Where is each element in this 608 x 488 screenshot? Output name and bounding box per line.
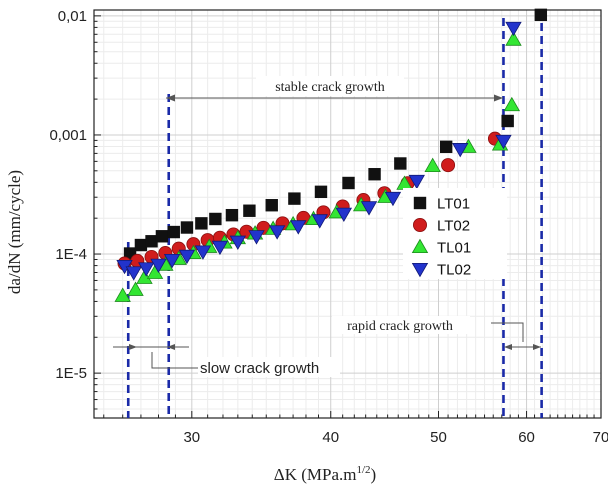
- data-point-tl02: [125, 266, 142, 281]
- slow-growth-label-bg: [198, 357, 340, 377]
- data-point-tl02: [163, 253, 181, 269]
- rapid-growth-leader-line: [491, 322, 524, 342]
- y-tick-label: 1E-4: [55, 246, 87, 263]
- data-point-lt01: [243, 204, 256, 217]
- x-tick-label: 30: [183, 429, 200, 446]
- data-point-tl02: [408, 174, 425, 190]
- tick-labels: 30 40 50 60 70 1E-5 1E-4 0,001 0,01: [49, 8, 608, 446]
- x-axis-label-superscript: 1/2: [356, 464, 370, 476]
- y-tick-label: 0,01: [58, 8, 87, 25]
- data-point-lt01: [368, 168, 381, 181]
- data-point-tl01: [424, 157, 441, 172]
- data-point-lt01: [439, 140, 453, 154]
- x-tick-label: 60: [518, 429, 535, 446]
- x-axis-label-main: ΔK (MPa.m: [274, 465, 357, 484]
- data-point-lt01: [265, 199, 278, 212]
- data-point-tl02: [211, 240, 229, 256]
- data-point-lt01: [288, 192, 301, 205]
- data-point-lt01: [155, 230, 169, 243]
- y-tick-label: 1E-5: [55, 365, 87, 382]
- stable-growth-arrowhead-right: [494, 94, 503, 102]
- slow-growth-label: slow crack growth: [200, 360, 319, 377]
- data-point-tl02: [268, 225, 286, 240]
- data-point-tl01: [505, 31, 522, 46]
- legend-label-lt01: LT01: [437, 196, 470, 213]
- data-point-tl02: [194, 245, 212, 260]
- data-point-lt01: [145, 235, 158, 248]
- data-point-lt01: [195, 217, 208, 230]
- rapid-growth-label-bg: [332, 316, 470, 334]
- stable-growth-label-bg: [256, 76, 404, 96]
- legend-marker-lt02: [412, 217, 427, 232]
- rapid-growth-arrowhead-right: [533, 344, 541, 350]
- region-annotations: stable crack growth rapid crack growth s…: [113, 76, 541, 377]
- data-point-lt01: [167, 225, 180, 239]
- legend: LT01 LT02 TL01 TL02: [403, 188, 507, 279]
- data-point-lt01: [134, 238, 148, 252]
- x-tick-label: 70: [593, 429, 608, 446]
- data-point-tl02: [495, 134, 512, 150]
- data-point-tl02: [178, 249, 196, 265]
- data-point-lt01: [534, 8, 548, 22]
- data-point-tl02: [384, 191, 402, 207]
- slow-growth-leader-line: [151, 352, 199, 369]
- data-point-lt01: [225, 208, 239, 222]
- data-point-tl02: [505, 21, 522, 37]
- legend-marker-lt01: [413, 196, 427, 210]
- legend-marker-tl02: [411, 262, 429, 278]
- plot-frame: [93, 9, 602, 419]
- x-axis-label: ΔK (MPa.m1/2): [274, 464, 376, 484]
- data-point-lt02: [441, 158, 456, 173]
- stable-growth-arrowhead-left: [166, 94, 175, 102]
- legend-label-tl02: TL02: [437, 262, 471, 279]
- legend-label-lt02: LT02: [437, 218, 470, 235]
- data-point-tl02: [229, 235, 247, 250]
- data-point-tl02: [248, 230, 265, 245]
- data-point-tl02: [150, 258, 167, 274]
- data-point-lt01: [394, 157, 407, 170]
- data-points: [114, 8, 548, 302]
- x-axis-label-close: ): [371, 465, 377, 484]
- x-tick-label: 50: [430, 429, 447, 446]
- y-tick-label: 0,001: [49, 127, 87, 144]
- legend-label-tl01: TL01: [437, 240, 471, 257]
- legend-marker-tl01: [411, 238, 429, 254]
- series-lt01: [123, 8, 548, 260]
- data-point-tl02: [452, 143, 469, 158]
- data-point-tl02: [138, 262, 155, 277]
- rapid-growth-label: rapid crack growth: [347, 319, 453, 334]
- data-point-tl01: [503, 96, 521, 112]
- data-point-lt01: [209, 212, 222, 226]
- data-point-tl02: [335, 207, 353, 223]
- slow-growth-arrowhead-right: [167, 344, 175, 350]
- data-point-tl02: [290, 220, 307, 235]
- rapid-growth-arrowhead-left: [504, 344, 512, 350]
- data-point-tl01: [127, 281, 144, 296]
- data-point-lt01: [501, 114, 514, 128]
- stable-growth-label: stable crack growth: [275, 80, 385, 95]
- y-axis-label: da/dN (mm/cycle): [5, 170, 24, 294]
- data-point-lt01: [180, 221, 194, 234]
- series-tl02: [116, 21, 522, 281]
- data-point-tl02: [311, 214, 328, 229]
- data-point-lt01: [314, 185, 328, 199]
- x-tick-label: 40: [322, 429, 339, 446]
- slow-growth-arrowhead-left: [129, 344, 137, 350]
- data-point-lt01: [342, 176, 355, 190]
- axis-ticks: [94, 15, 602, 418]
- data-point-tl01: [114, 287, 131, 302]
- data-point-tl02: [360, 201, 378, 216]
